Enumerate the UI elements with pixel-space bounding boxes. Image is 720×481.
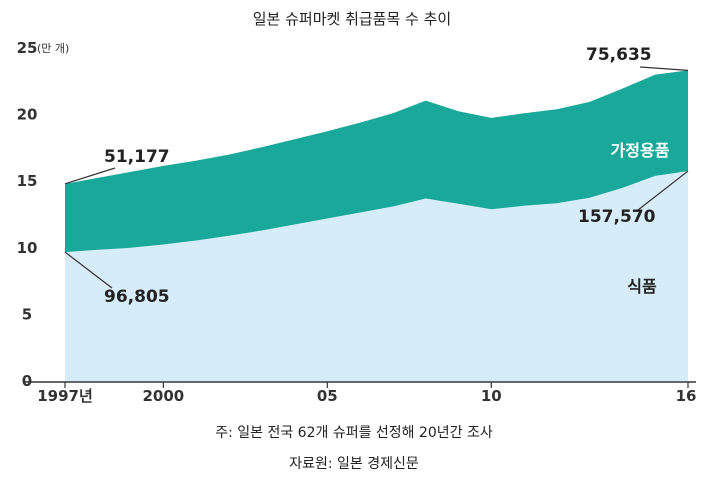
labels: 식품 가정용품 51,177 96,805 75,635 157,570 bbox=[64, 45, 689, 307]
x-tick-label: 05 bbox=[317, 387, 338, 405]
data-label: 75,635 bbox=[586, 45, 652, 65]
series-label-2: 가정용품 bbox=[611, 141, 670, 160]
data-label: 96,805 bbox=[104, 287, 170, 307]
chart-title: 일본 슈퍼마켓 취급품목 수 추이 bbox=[253, 10, 451, 28]
x-tick-label: 1997년 bbox=[37, 387, 93, 405]
y-tick-label: 10 bbox=[17, 239, 38, 257]
annotation-leader bbox=[64, 167, 116, 185]
annotation-leader bbox=[639, 66, 689, 71]
y-tick-label: 20 bbox=[17, 106, 38, 124]
y-tick-label: 15 bbox=[17, 172, 38, 190]
source-note: 자료원: 일본 경제신문 bbox=[289, 456, 419, 472]
y-unit-label: (만 개) bbox=[37, 42, 69, 55]
annotation-leader bbox=[637, 170, 689, 211]
data-label: 51,177 bbox=[104, 147, 170, 167]
area-series-2 bbox=[65, 70, 688, 253]
y-tick-label: 0 bbox=[22, 372, 32, 390]
x-tick-label: 10 bbox=[481, 387, 502, 405]
plot-area bbox=[65, 70, 688, 381]
data-label: 157,570 bbox=[578, 207, 656, 227]
series-label-1: 식품 bbox=[627, 277, 657, 296]
y-tick-label: 25 bbox=[17, 39, 38, 57]
footnote: 주: 일본 전국 62개 슈퍼를 선정해 20년간 조사 bbox=[215, 425, 493, 441]
x-tick-label: 2000 bbox=[142, 387, 184, 405]
annotation-leader bbox=[64, 251, 113, 289]
x-tick-label: 16 bbox=[676, 387, 697, 405]
y-tick-label: 5 bbox=[22, 305, 32, 323]
area-series-1 bbox=[65, 171, 688, 381]
